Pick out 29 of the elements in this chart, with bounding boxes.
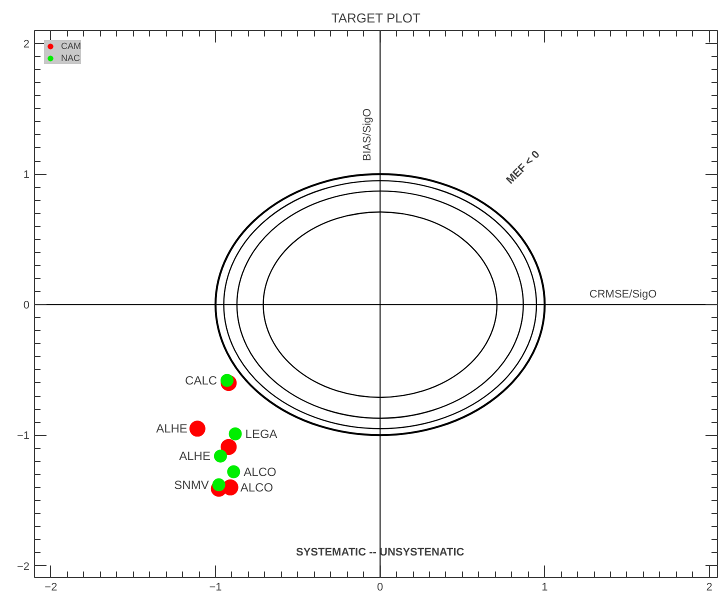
x-tick-label: 1: [542, 582, 548, 594]
x-tick-label: 2: [706, 582, 712, 594]
point: [228, 427, 242, 440]
point: [189, 420, 206, 437]
legend-label: NAC: [61, 52, 81, 64]
y-tick-label: 1: [23, 169, 30, 182]
x-tick-label: −1: [209, 582, 222, 594]
annotation: ALHE: [179, 449, 210, 464]
y-tick-label: 2: [23, 38, 30, 51]
chart-title: TARGET PLOT: [331, 10, 420, 26]
point: [220, 438, 237, 455]
x-tick-label: 0: [377, 582, 384, 594]
point: [212, 478, 226, 492]
point: [227, 465, 240, 478]
y-tick-label: 0: [23, 300, 30, 312]
x-tick-label: −2: [44, 582, 58, 594]
y-axis-title: BIAS/SigO: [362, 108, 374, 161]
annotation: CALC: [185, 373, 218, 388]
y-tick-label: −1: [16, 430, 30, 442]
annotation: ALHE: [156, 422, 188, 436]
point: [214, 450, 227, 463]
x-axis-title: CRMSE/SigO: [589, 288, 658, 301]
annotation: ALCO: [240, 480, 274, 494]
point: [220, 374, 234, 387]
legend-label: CAM: [61, 40, 81, 52]
annotation: LEGA: [245, 426, 278, 441]
y-tick-label: −2: [16, 560, 30, 573]
annotation: ALCO: [244, 464, 276, 479]
annotation: SNMV: [174, 478, 209, 492]
